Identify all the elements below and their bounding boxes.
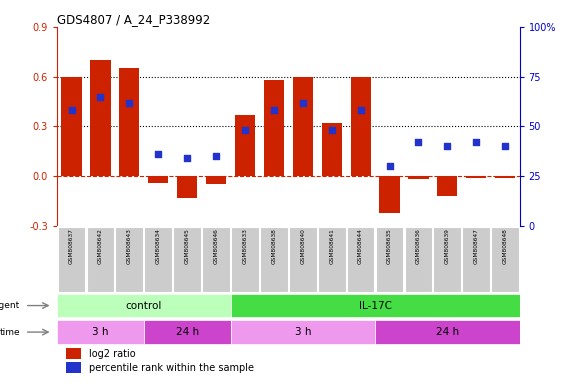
Point — [270, 108, 279, 114]
FancyBboxPatch shape — [144, 320, 231, 344]
FancyBboxPatch shape — [58, 227, 86, 291]
Bar — [66, 348, 81, 359]
Text: GSM808633: GSM808633 — [243, 228, 247, 264]
Point — [472, 139, 481, 146]
Bar — [264, 80, 284, 176]
FancyBboxPatch shape — [202, 227, 230, 291]
Point — [414, 139, 423, 146]
Text: IL-17C: IL-17C — [359, 301, 392, 311]
FancyBboxPatch shape — [57, 320, 144, 344]
Text: GSM808641: GSM808641 — [329, 228, 334, 264]
Bar — [148, 176, 168, 183]
Text: 24 h: 24 h — [436, 327, 459, 337]
FancyBboxPatch shape — [231, 227, 259, 291]
FancyBboxPatch shape — [347, 227, 375, 291]
Text: GSM808647: GSM808647 — [474, 228, 478, 264]
Bar — [495, 176, 515, 178]
Bar — [90, 60, 111, 176]
Text: GSM808634: GSM808634 — [156, 228, 161, 264]
FancyBboxPatch shape — [115, 227, 143, 291]
Bar — [379, 176, 400, 213]
Text: GSM808636: GSM808636 — [416, 228, 421, 264]
Point — [443, 143, 452, 149]
FancyBboxPatch shape — [231, 320, 375, 344]
Bar — [351, 77, 371, 176]
Text: GSM808646: GSM808646 — [214, 228, 219, 264]
Bar — [321, 123, 342, 176]
Point — [240, 127, 250, 134]
Bar — [66, 362, 81, 373]
Text: GSM808644: GSM808644 — [358, 228, 363, 264]
Point — [501, 143, 510, 149]
Bar — [235, 115, 255, 176]
Text: GSM808637: GSM808637 — [69, 228, 74, 264]
Point — [385, 163, 394, 169]
Text: GSM808642: GSM808642 — [98, 228, 103, 264]
FancyBboxPatch shape — [57, 294, 231, 318]
Point — [67, 108, 76, 114]
FancyBboxPatch shape — [174, 227, 201, 291]
Bar — [62, 77, 82, 176]
Bar — [408, 176, 429, 179]
FancyBboxPatch shape — [231, 294, 520, 318]
Text: GSM808639: GSM808639 — [445, 228, 450, 264]
Point — [298, 99, 307, 106]
Bar — [119, 68, 139, 176]
Text: 24 h: 24 h — [176, 327, 199, 337]
FancyBboxPatch shape — [144, 227, 172, 291]
FancyBboxPatch shape — [289, 227, 317, 291]
Bar — [437, 176, 457, 196]
Text: time: time — [0, 328, 20, 337]
Bar — [293, 77, 313, 176]
Point — [96, 93, 105, 99]
Point — [356, 108, 365, 114]
Point — [327, 127, 336, 134]
Text: agent: agent — [0, 301, 20, 310]
FancyBboxPatch shape — [260, 227, 288, 291]
FancyBboxPatch shape — [318, 227, 345, 291]
FancyBboxPatch shape — [376, 227, 403, 291]
Text: GSM808640: GSM808640 — [300, 228, 305, 264]
Bar — [206, 176, 226, 184]
Point — [125, 99, 134, 106]
FancyBboxPatch shape — [433, 227, 461, 291]
Text: GSM808643: GSM808643 — [127, 228, 132, 264]
FancyBboxPatch shape — [87, 227, 114, 291]
Point — [154, 151, 163, 157]
Point — [183, 155, 192, 161]
Text: percentile rank within the sample: percentile rank within the sample — [90, 362, 255, 372]
Bar — [177, 176, 198, 198]
Text: GDS4807 / A_24_P338992: GDS4807 / A_24_P338992 — [57, 13, 210, 26]
Text: GSM808635: GSM808635 — [387, 228, 392, 264]
Text: log2 ratio: log2 ratio — [90, 349, 136, 359]
FancyBboxPatch shape — [491, 227, 519, 291]
Text: GSM808645: GSM808645 — [184, 228, 190, 264]
FancyBboxPatch shape — [375, 320, 520, 344]
Bar — [466, 176, 486, 178]
Text: control: control — [126, 301, 162, 311]
Text: GSM808638: GSM808638 — [271, 228, 276, 264]
FancyBboxPatch shape — [405, 227, 432, 291]
Text: 3 h: 3 h — [295, 327, 311, 337]
Text: 3 h: 3 h — [92, 327, 108, 337]
Point — [211, 153, 220, 159]
Text: GSM808648: GSM808648 — [502, 228, 508, 264]
FancyBboxPatch shape — [463, 227, 490, 291]
